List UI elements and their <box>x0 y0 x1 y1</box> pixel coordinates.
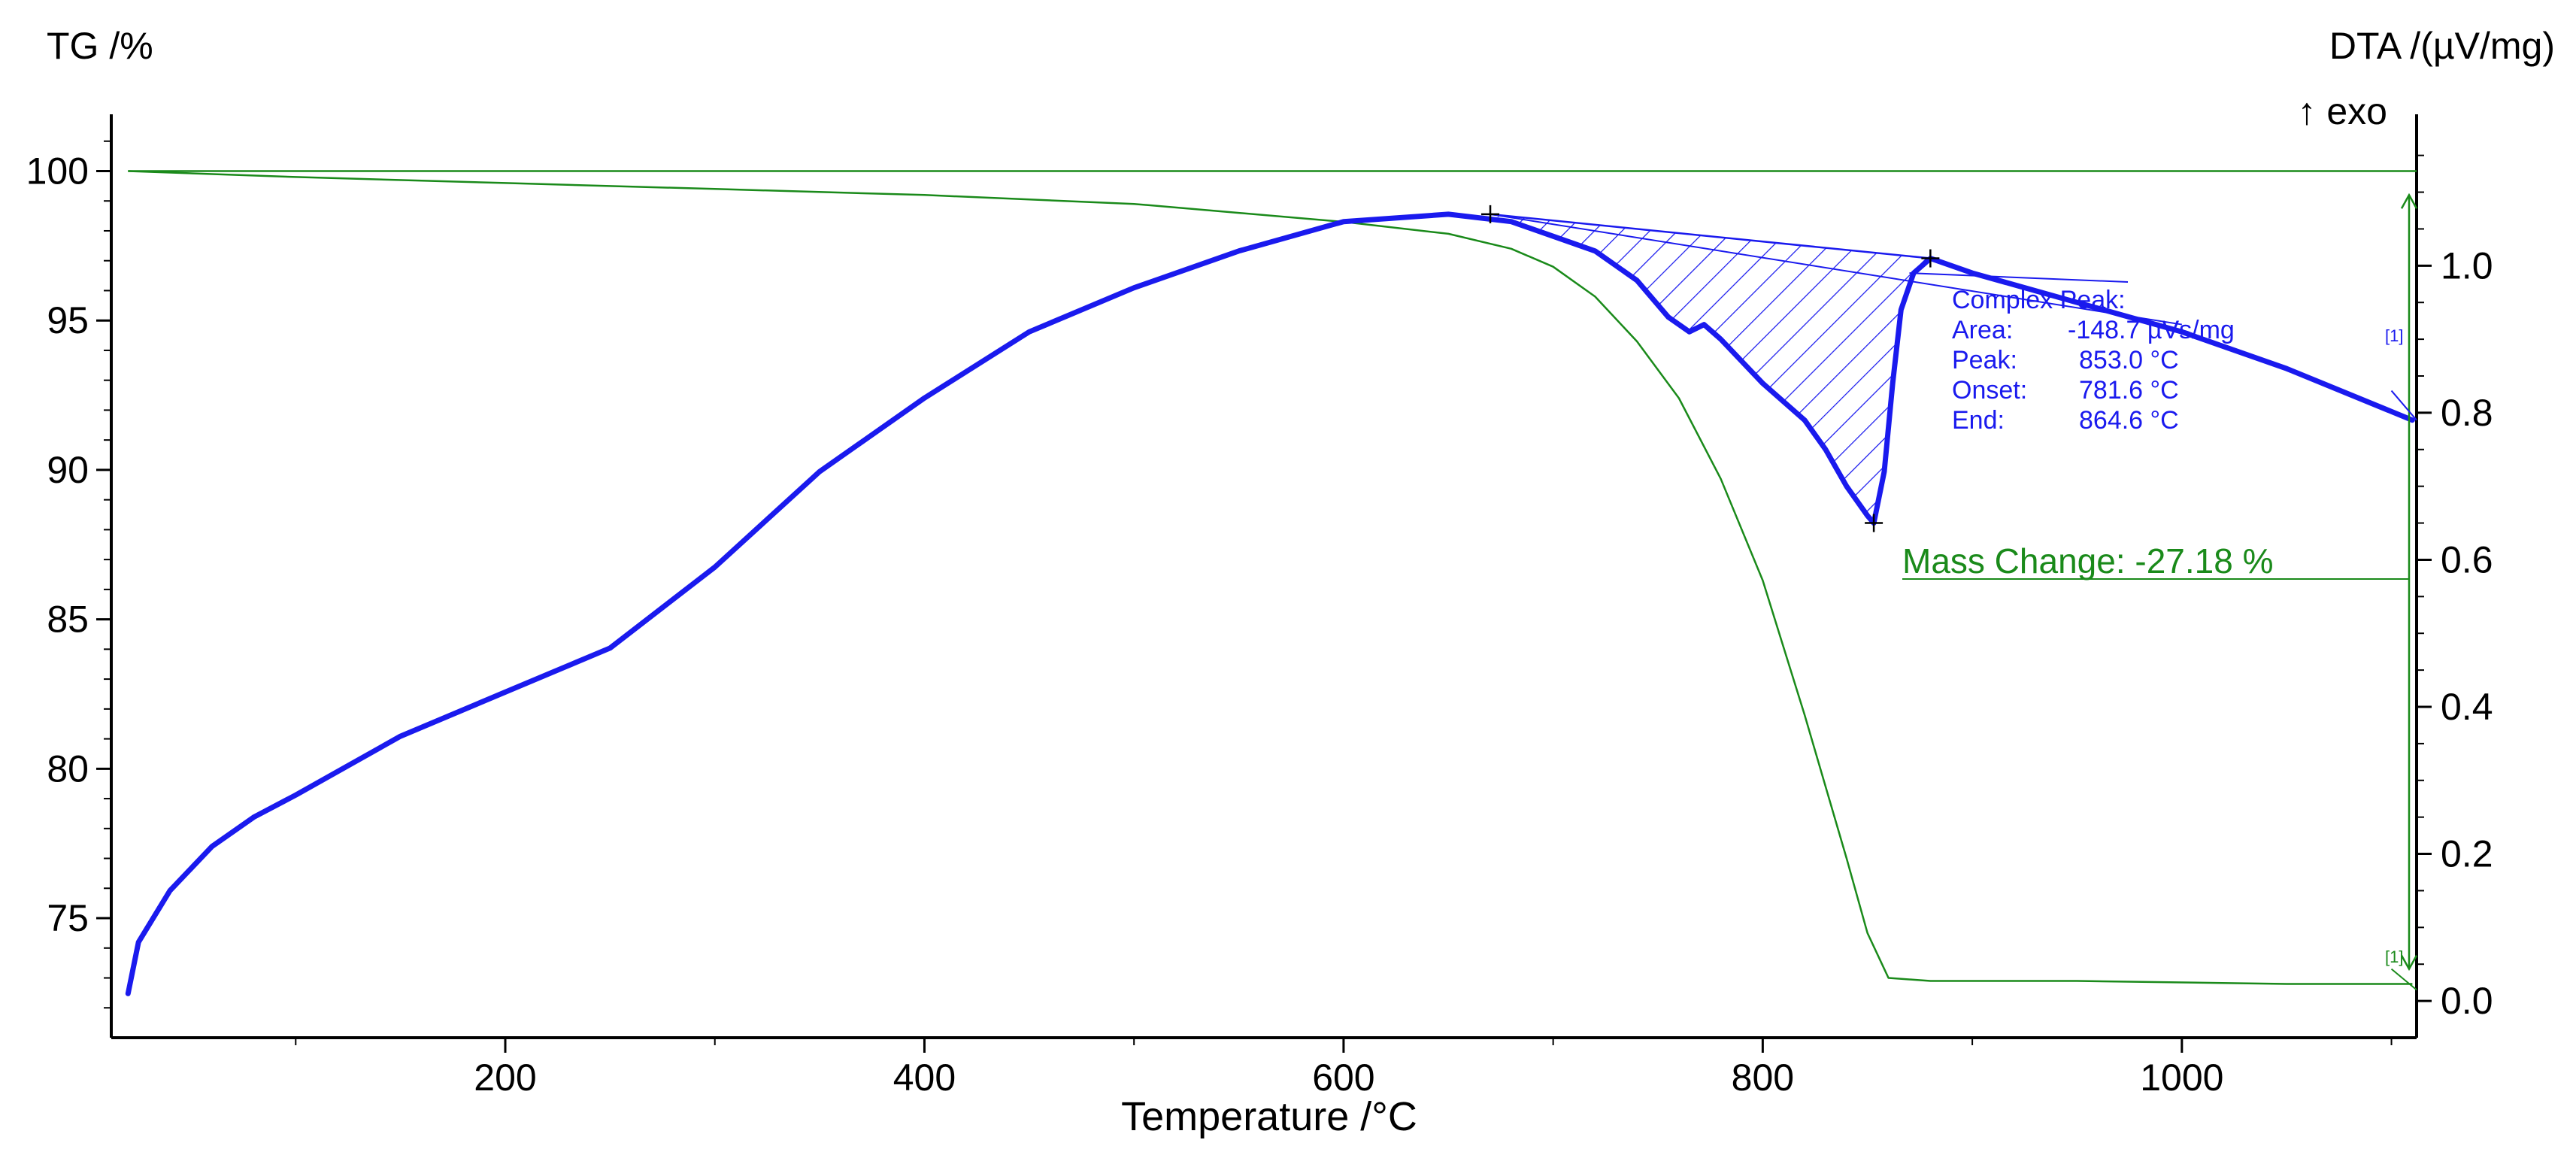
peak-info-onset-label: Onset: <box>1952 376 2027 405</box>
y-axis-left-label: TG /% <box>47 25 153 67</box>
x-axis-label: Temperature /°C <box>1121 1094 1417 1139</box>
y-right-tick-label: 0.2 <box>2441 833 2493 875</box>
peak-info-onset-value: 781.6 °C <box>2079 376 2179 405</box>
y-left-tick-label: 75 <box>47 897 89 939</box>
y-axis-right-label: DTA /(µV/mg) <box>2329 25 2555 67</box>
y-left-tick-label: 95 <box>47 299 89 341</box>
tick-labels: 200 400 600 800 1000 75 80 85 90 95 100 0.0 0.2 0.4 0.… <box>26 150 2493 1099</box>
x-tick-label: 600 <box>1312 1057 1374 1099</box>
dta-curve <box>125 211 2415 996</box>
y-left-tick-label: 100 <box>26 150 89 192</box>
tg-curve-marker: [1] <box>2385 947 2403 966</box>
mass-change-label: Mass Change: -27.18 % <box>1902 541 2274 581</box>
series-layer <box>125 170 2417 996</box>
y-right-tick-label: 0.4 <box>2441 686 2493 728</box>
y-right-tick-label: 0.0 <box>2441 980 2493 1022</box>
peak-baseline <box>1490 213 1931 259</box>
y-right-tick-label: 1.0 <box>2441 244 2493 286</box>
dta-curve-marker: [1] <box>2385 326 2403 345</box>
y-right-tick-label: 0.6 <box>2441 538 2493 581</box>
peak-analysis-layer <box>1490 213 2182 523</box>
axis-ticks <box>96 140 2432 1053</box>
peak-info-area-value: -148.7 µVs/mg <box>2068 316 2235 344</box>
x-tick-label: 200 <box>474 1057 536 1099</box>
y-left-tick-label: 90 <box>47 449 89 491</box>
x-tick-label: 1000 <box>2140 1057 2223 1099</box>
peak-info-peak-label: Peak: <box>1952 346 2017 374</box>
peak-info-area-label: Area: <box>1952 316 2013 344</box>
peak-info-leader <box>1909 272 2129 283</box>
peak-info-end-value: 864.6 °C <box>2079 406 2179 435</box>
dta-end-tick <box>2390 390 2417 421</box>
y-right-tick-label: 0.8 <box>2441 392 2493 434</box>
peak-area-hatch <box>1490 214 1931 523</box>
annotations-layer <box>1481 193 2418 991</box>
tg-end-tick <box>2390 968 2417 991</box>
peak-info-box: Complex Peak: Area: -148.7 µVs/mg Peak: … <box>1952 286 2235 435</box>
peak-info-title: Complex Peak: <box>1952 286 2126 314</box>
tg-curve <box>128 170 2413 985</box>
x-tick-label: 800 <box>1732 1057 1794 1099</box>
exo-indicator-label: ↑ exo <box>2297 90 2387 132</box>
x-tick-label: 400 <box>893 1057 956 1099</box>
peak-info-peak-value: 853.0 °C <box>2079 346 2179 374</box>
y-left-tick-label: 85 <box>47 599 89 641</box>
mass-change-arrowhead-bottom <box>2400 954 2418 972</box>
mass-change-arrowhead-top <box>2400 193 2418 209</box>
peak-tangent-line <box>1490 213 2182 326</box>
peak-info-end-label: End: <box>1952 406 2005 435</box>
y-left-tick-label: 80 <box>47 747 89 790</box>
